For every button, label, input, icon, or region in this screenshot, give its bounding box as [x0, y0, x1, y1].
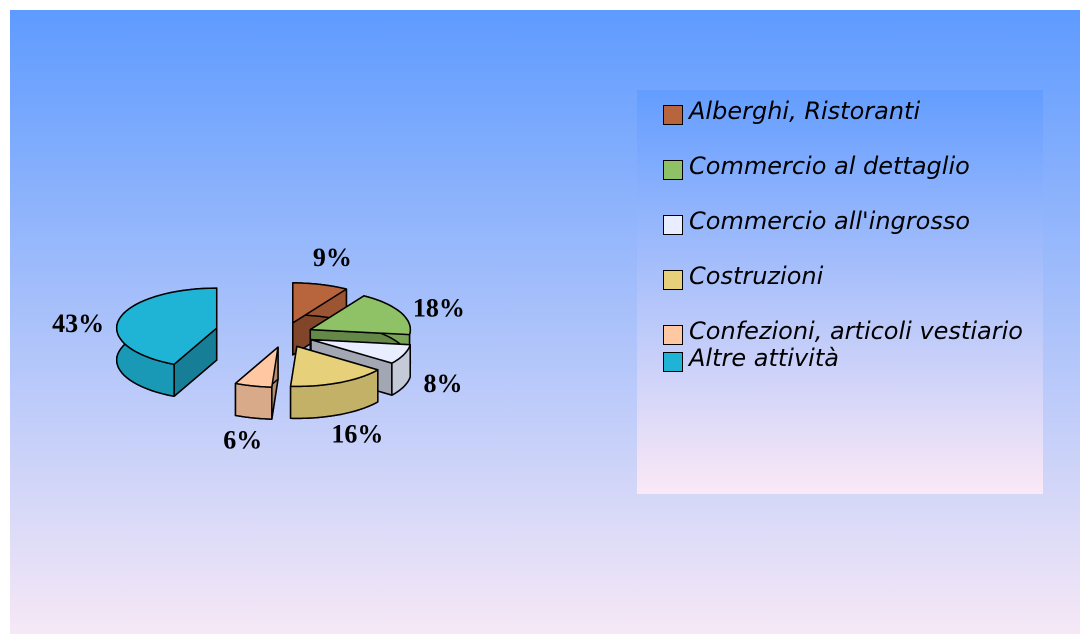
- data-label: 6%: [223, 426, 262, 455]
- data-label: 18%: [413, 294, 465, 323]
- slice-top: [309, 295, 412, 336]
- legend-item: Confezioni, articoli vestiario: [663, 318, 1043, 345]
- legend-label: Commercio al dettaglio: [689, 152, 970, 180]
- slice-top: [115, 287, 218, 366]
- slice-top: [292, 282, 348, 324]
- legend-label: Costruzioni: [689, 262, 824, 290]
- legend-label: Confezioni, articoli vestiario: [689, 317, 1023, 345]
- legend-item: Alberghi, Ristoranti: [663, 98, 1043, 125]
- data-label: 8%: [424, 369, 463, 398]
- data-label: 16%: [331, 420, 383, 449]
- slice-wall: [234, 382, 273, 420]
- legend-swatch: [663, 270, 683, 290]
- legend-label: Commercio all'ingrosso: [689, 207, 971, 235]
- data-label: 9%: [313, 243, 352, 272]
- legend-swatch: [663, 352, 683, 372]
- legend-label: Altre attività: [689, 344, 839, 372]
- legend-swatch: [663, 325, 683, 345]
- data-label: 43%: [52, 309, 104, 338]
- slice-top: [310, 338, 411, 364]
- legend-label: Alberghi, Ristoranti: [689, 97, 921, 125]
- legend: Alberghi, Ristoranti Commercio al dettagl…: [637, 90, 1043, 494]
- slice-top: [289, 345, 379, 388]
- legend-swatch: [663, 105, 683, 125]
- legend-swatch: [663, 160, 683, 180]
- legend-item: Commercio al dettaglio: [663, 153, 1043, 180]
- legend-swatch: [663, 215, 683, 235]
- legend-item: Costruzioni: [663, 263, 1043, 290]
- legend-item: Commercio all'ingrosso: [663, 208, 1043, 235]
- legend-item: Altre attività: [663, 345, 1043, 372]
- slice-top: [234, 346, 279, 388]
